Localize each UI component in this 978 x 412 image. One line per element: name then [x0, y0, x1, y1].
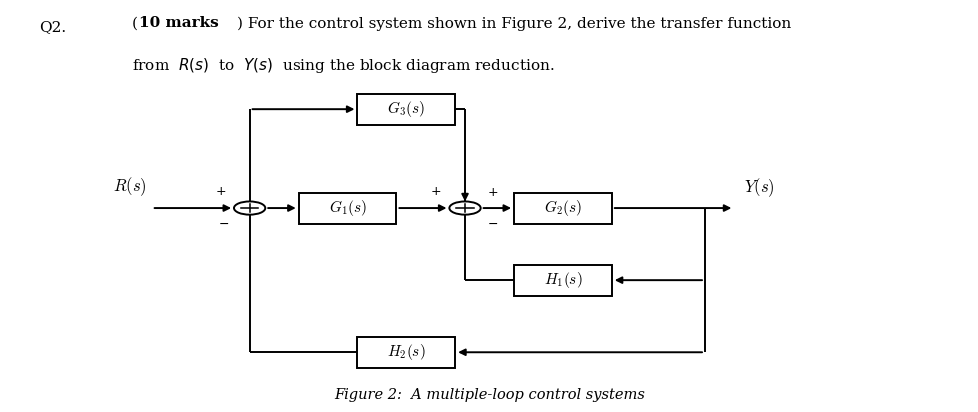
Text: $Y(s)$: $Y(s)$	[743, 176, 774, 199]
Bar	[298, 193, 396, 223]
Bar	[513, 193, 611, 223]
Text: $+$: $+$	[430, 185, 441, 198]
Text: $G_2(s)$: $G_2(s)$	[544, 198, 581, 218]
Bar	[513, 265, 611, 296]
Text: $H_2(s)$: $H_2(s)$	[386, 342, 425, 362]
Bar	[357, 337, 455, 368]
Text: $+$: $+$	[215, 185, 226, 198]
Text: (: (	[132, 16, 138, 30]
Text: ) For the control system shown in Figure 2, derive the transfer function: ) For the control system shown in Figure…	[237, 16, 790, 31]
Text: from  $R(s)$  to  $Y(s)$  using the block diagram reduction.: from $R(s)$ to $Y(s)$ using the block di…	[132, 56, 555, 75]
Text: $G_1(s)$: $G_1(s)$	[329, 198, 366, 218]
Text: $-$: $-$	[218, 217, 229, 230]
Text: $-$: $-$	[486, 217, 497, 230]
Text: Figure 2:  A multiple-loop control systems: Figure 2: A multiple-loop control system…	[333, 388, 645, 402]
Text: $R(s)$: $R(s)$	[112, 175, 147, 198]
Text: 10 marks: 10 marks	[139, 16, 218, 30]
Text: Q2.: Q2.	[39, 21, 67, 35]
Text: $+$: $+$	[486, 186, 497, 199]
Bar	[357, 94, 455, 125]
Text: $G_3(s)$: $G_3(s)$	[387, 99, 424, 119]
Text: $H_1(s)$: $H_1(s)$	[543, 270, 582, 290]
